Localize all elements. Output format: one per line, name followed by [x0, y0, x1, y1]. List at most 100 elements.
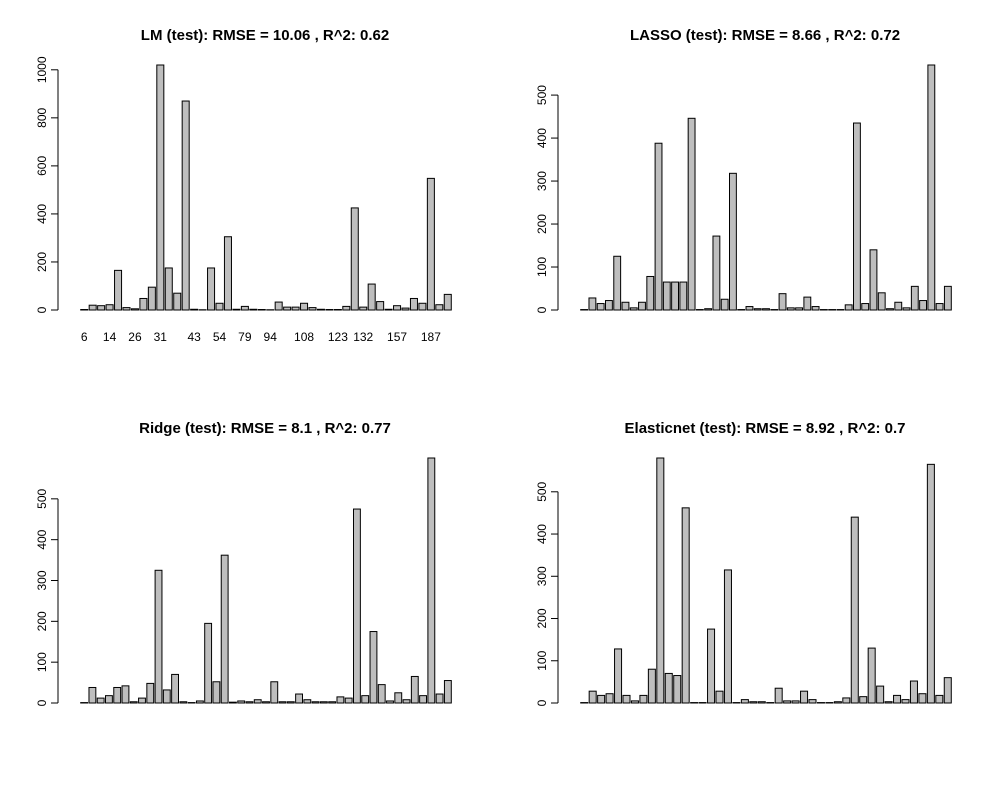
bar — [654, 142, 663, 311]
bar — [877, 292, 886, 311]
bar — [154, 569, 163, 704]
bar — [687, 117, 696, 311]
x-tick-label: 79 — [238, 330, 252, 344]
bar — [681, 507, 690, 704]
bars — [580, 64, 952, 311]
bar — [795, 307, 804, 311]
bar — [164, 267, 173, 311]
bar — [774, 687, 783, 704]
bar — [715, 690, 724, 704]
bar — [740, 699, 749, 704]
bar — [833, 701, 842, 704]
panel-title: Ridge (test): RMSE = 8.1 , R^2: 0.77 — [139, 420, 391, 437]
bar — [723, 569, 732, 704]
bar — [919, 300, 928, 311]
bar — [621, 301, 630, 311]
bar — [778, 293, 787, 311]
x-tick-label: 6 — [81, 330, 88, 344]
bar — [190, 308, 199, 311]
y-axis: 0 200 400 600 800 1000 — [35, 56, 59, 313]
bar — [910, 285, 919, 311]
bar — [220, 554, 229, 704]
bar — [443, 680, 452, 704]
bar — [622, 694, 631, 704]
x-tick-label: 14 — [103, 330, 117, 344]
bar — [630, 700, 639, 704]
y-tick-label: 500 — [535, 481, 549, 501]
y-tick-label: 0 — [535, 699, 549, 706]
bar — [359, 306, 368, 311]
bar — [853, 122, 861, 311]
bar — [927, 64, 936, 311]
bar — [195, 700, 204, 704]
bar — [249, 308, 258, 311]
bar — [147, 286, 156, 311]
bar — [138, 697, 146, 704]
bar — [762, 308, 770, 311]
bar — [146, 682, 155, 704]
y-tick-label: 0 — [35, 699, 49, 706]
bar — [588, 297, 597, 311]
panel-title: LM (test): RMSE = 10.06 , R^2: 0.62 — [141, 27, 389, 44]
bar — [662, 281, 671, 311]
bar — [647, 668, 656, 704]
bar — [935, 694, 944, 704]
bar — [419, 695, 428, 704]
bar — [435, 693, 444, 704]
bars — [80, 457, 452, 704]
bar — [207, 267, 216, 311]
bar — [122, 307, 131, 311]
panel-ridge: Ridge (test): RMSE = 8.1 , R^2: 0.77 0 10… — [35, 420, 452, 706]
bar — [783, 700, 792, 704]
bar — [869, 249, 878, 311]
y-tick-label: 300 — [35, 570, 49, 590]
bar — [114, 269, 123, 311]
bar — [130, 308, 139, 311]
bar — [253, 699, 262, 704]
bar — [283, 306, 292, 311]
bars — [580, 457, 952, 704]
panel-title: Elasticnet (test): RMSE = 8.92 , R^2: 0.… — [625, 420, 906, 437]
bar — [803, 296, 812, 311]
bar — [679, 281, 688, 311]
bar — [401, 307, 410, 311]
bar — [353, 508, 361, 704]
bar — [409, 297, 418, 311]
panel-lasso: LASSO (test): RMSE = 8.66 , R^2: 0.72 0 1… — [535, 27, 952, 313]
bar — [319, 701, 328, 704]
bar — [808, 699, 817, 704]
bar — [262, 701, 270, 704]
y-tick-label: 200 — [535, 214, 549, 234]
bar — [786, 307, 795, 311]
bar — [876, 685, 885, 704]
y-tick-label: 400 — [535, 128, 549, 148]
bar — [181, 100, 190, 311]
bar — [156, 64, 165, 311]
bar — [842, 697, 851, 704]
bar — [800, 690, 809, 704]
bar — [223, 236, 232, 311]
bar — [893, 694, 902, 704]
bar — [377, 684, 386, 704]
y-tick-label: 300 — [535, 566, 549, 586]
bar — [173, 292, 182, 311]
bar — [811, 306, 820, 311]
bar — [376, 301, 385, 311]
bar — [384, 308, 393, 311]
bar — [237, 700, 246, 704]
bar — [614, 648, 623, 704]
bar — [286, 701, 295, 704]
x-tick-label: 54 — [213, 330, 227, 344]
bar — [426, 177, 435, 311]
bar — [729, 172, 737, 311]
bar — [162, 689, 171, 704]
bar — [745, 306, 754, 311]
x-axis: 6 14 26 31 43 54 79 94 108 123 132 157 187 — [81, 330, 441, 344]
bar — [295, 693, 304, 704]
bar — [121, 685, 130, 704]
y-tick-label: 100 — [535, 650, 549, 670]
bar — [605, 300, 613, 311]
bar — [943, 285, 952, 311]
bar — [308, 307, 317, 311]
y-tick-label: 100 — [35, 652, 49, 672]
